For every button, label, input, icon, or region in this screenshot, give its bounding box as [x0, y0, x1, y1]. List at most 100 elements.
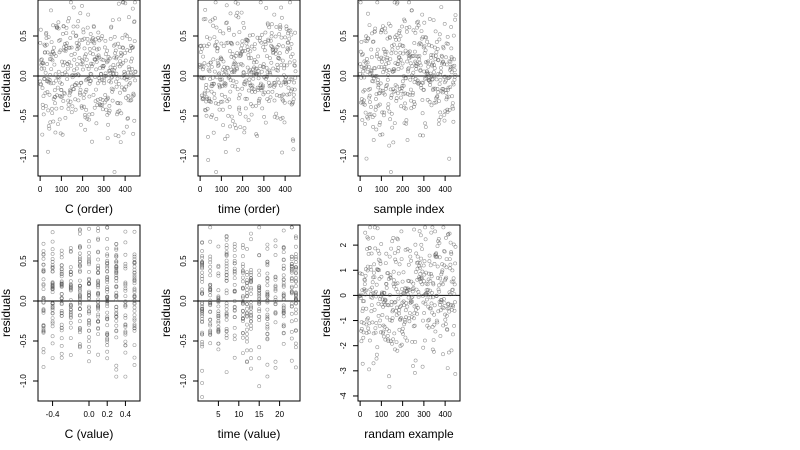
plot-frame	[357, 0, 461, 177]
data-point	[384, 327, 389, 332]
data-point	[239, 10, 244, 15]
data-point	[250, 104, 255, 109]
data-point	[289, 262, 294, 267]
data-point	[123, 51, 127, 56]
data-point	[449, 307, 454, 312]
data-point	[217, 107, 222, 112]
data-point	[274, 25, 279, 29]
data-point	[207, 69, 212, 74]
data-point	[51, 23, 56, 28]
data-point	[218, 99, 223, 104]
data-point	[127, 37, 132, 42]
y-tick-label: 0.5	[19, 30, 28, 42]
data-point	[367, 367, 372, 372]
data-point	[199, 63, 204, 68]
data-point	[215, 46, 220, 51]
data-point	[216, 273, 221, 278]
data-point	[399, 229, 404, 234]
data-point	[277, 32, 282, 37]
data-point	[96, 228, 101, 233]
data-point	[232, 254, 237, 258]
data-point	[403, 320, 407, 324]
data-point	[41, 268, 46, 273]
data-point	[449, 70, 454, 75]
data-point	[220, 77, 224, 82]
data-point	[96, 326, 101, 331]
y-tick-label: -1.0	[19, 374, 28, 388]
data-point	[269, 22, 274, 27]
data-point	[124, 84, 129, 89]
data-point	[373, 289, 378, 294]
data-point	[276, 65, 281, 70]
data-point	[445, 107, 450, 112]
data-point	[277, 80, 281, 85]
data-point	[273, 34, 278, 39]
data-point	[377, 268, 381, 273]
data-point	[249, 303, 253, 308]
data-point	[392, 67, 397, 72]
data-point	[114, 312, 119, 317]
data-point	[130, 94, 135, 99]
data-point	[362, 282, 367, 287]
data-point	[220, 107, 225, 112]
y-tick-label: -0.5	[19, 109, 28, 123]
data-point	[68, 279, 73, 284]
data-point	[212, 91, 217, 96]
data-point	[289, 279, 294, 284]
data-point	[443, 74, 448, 79]
data-point	[293, 270, 298, 275]
data-point	[401, 44, 406, 49]
data-point	[366, 11, 370, 16]
data-point	[59, 336, 64, 341]
data-point	[282, 66, 287, 71]
data-point	[450, 94, 455, 99]
data-point	[132, 308, 137, 313]
data-point	[48, 120, 53, 125]
data-point	[52, 88, 57, 93]
data-point	[122, 69, 127, 74]
data-point	[207, 96, 212, 101]
data-point	[405, 59, 410, 64]
data-point	[216, 328, 221, 333]
data-point	[208, 225, 213, 230]
data-point	[99, 71, 104, 76]
data-point	[364, 331, 369, 335]
data-point	[370, 285, 374, 290]
data-point	[425, 39, 430, 44]
data-point	[245, 339, 249, 344]
data-point	[59, 280, 64, 285]
data-point	[362, 277, 367, 282]
data-point	[409, 8, 414, 13]
data-point	[425, 290, 430, 295]
data-point	[132, 324, 137, 328]
data-point	[104, 107, 109, 112]
data-point	[265, 294, 270, 299]
data-point	[395, 348, 400, 353]
data-point	[208, 341, 213, 346]
data-point	[224, 312, 229, 317]
data-point	[59, 343, 64, 348]
data-point	[87, 239, 91, 244]
data-point	[59, 266, 64, 271]
data-point	[450, 64, 455, 69]
data-point	[221, 31, 226, 36]
data-point	[386, 303, 391, 308]
data-point	[117, 82, 121, 86]
data-point	[64, 43, 68, 48]
data-point	[64, 72, 69, 77]
data-point	[38, 41, 43, 45]
data-point	[439, 270, 444, 275]
data-point	[278, 116, 283, 121]
data-point	[112, 35, 117, 39]
data-point	[123, 339, 128, 344]
data-point	[281, 341, 286, 346]
data-point	[452, 300, 457, 305]
data-point	[429, 290, 434, 295]
points-group	[200, 225, 298, 399]
data-point	[59, 328, 64, 333]
data-point	[50, 266, 55, 271]
data-point	[406, 66, 411, 71]
data-point	[391, 282, 396, 286]
